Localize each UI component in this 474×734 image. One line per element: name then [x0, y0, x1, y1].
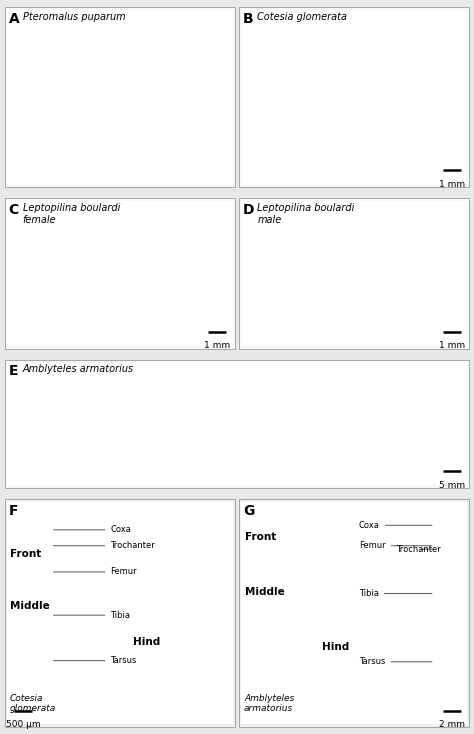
- Text: 1 mm: 1 mm: [204, 341, 230, 350]
- Bar: [7, 363, 467, 485]
- Bar: [239, 198, 469, 349]
- Bar: [241, 10, 467, 184]
- Text: A: A: [9, 12, 19, 26]
- Text: 500 μm: 500 μm: [6, 720, 41, 729]
- Text: Hind: Hind: [134, 637, 161, 647]
- Text: Amblyteles armatorius: Amblyteles armatorius: [23, 364, 134, 374]
- Bar: [7, 201, 233, 346]
- Bar: [239, 499, 469, 727]
- Text: D: D: [243, 203, 255, 217]
- Text: F: F: [9, 504, 18, 517]
- Text: 1 mm: 1 mm: [438, 180, 465, 189]
- Text: Femur: Femur: [359, 541, 432, 550]
- Bar: [5, 499, 235, 727]
- Text: Coxa: Coxa: [359, 521, 432, 530]
- Text: Tarsus: Tarsus: [359, 658, 432, 666]
- Bar: [241, 502, 467, 724]
- Text: Front: Front: [245, 531, 276, 542]
- Text: Tarsus: Tarsus: [54, 656, 137, 665]
- Text: Femur: Femur: [54, 567, 137, 576]
- Text: G: G: [243, 504, 255, 517]
- Text: E: E: [9, 364, 18, 378]
- Text: Middle: Middle: [10, 601, 50, 611]
- Text: Cotesia glomerata: Cotesia glomerata: [257, 12, 347, 22]
- Bar: [239, 7, 469, 187]
- Text: Trochanter: Trochanter: [54, 541, 155, 550]
- Text: Coxa: Coxa: [54, 526, 131, 534]
- Text: C: C: [9, 203, 19, 217]
- Text: B: B: [243, 12, 254, 26]
- Text: Tibia: Tibia: [359, 589, 432, 598]
- Text: Front: Front: [10, 549, 42, 559]
- Bar: [5, 7, 235, 187]
- Text: Hind: Hind: [322, 642, 349, 652]
- Text: Tibia: Tibia: [54, 611, 130, 619]
- Text: Leptopilina boulardi: Leptopilina boulardi: [257, 203, 355, 213]
- Text: Pteromalus puparum: Pteromalus puparum: [23, 12, 126, 22]
- Text: 1 mm: 1 mm: [438, 341, 465, 350]
- Bar: [7, 10, 233, 184]
- Bar: [5, 360, 469, 488]
- Text: male: male: [257, 215, 282, 225]
- Text: 5 mm: 5 mm: [438, 481, 465, 490]
- Bar: [5, 198, 235, 349]
- Text: Trochanter: Trochanter: [396, 545, 440, 553]
- Text: Amblyteles
armatorius: Amblyteles armatorius: [244, 694, 294, 713]
- Bar: [7, 502, 233, 724]
- Text: female: female: [23, 215, 56, 225]
- Bar: [241, 201, 467, 346]
- Text: 2 mm: 2 mm: [439, 720, 465, 729]
- Text: Cotesia
glomerata: Cotesia glomerata: [9, 694, 56, 713]
- Text: Middle: Middle: [245, 587, 285, 597]
- Text: Leptopilina boulardi: Leptopilina boulardi: [23, 203, 120, 213]
